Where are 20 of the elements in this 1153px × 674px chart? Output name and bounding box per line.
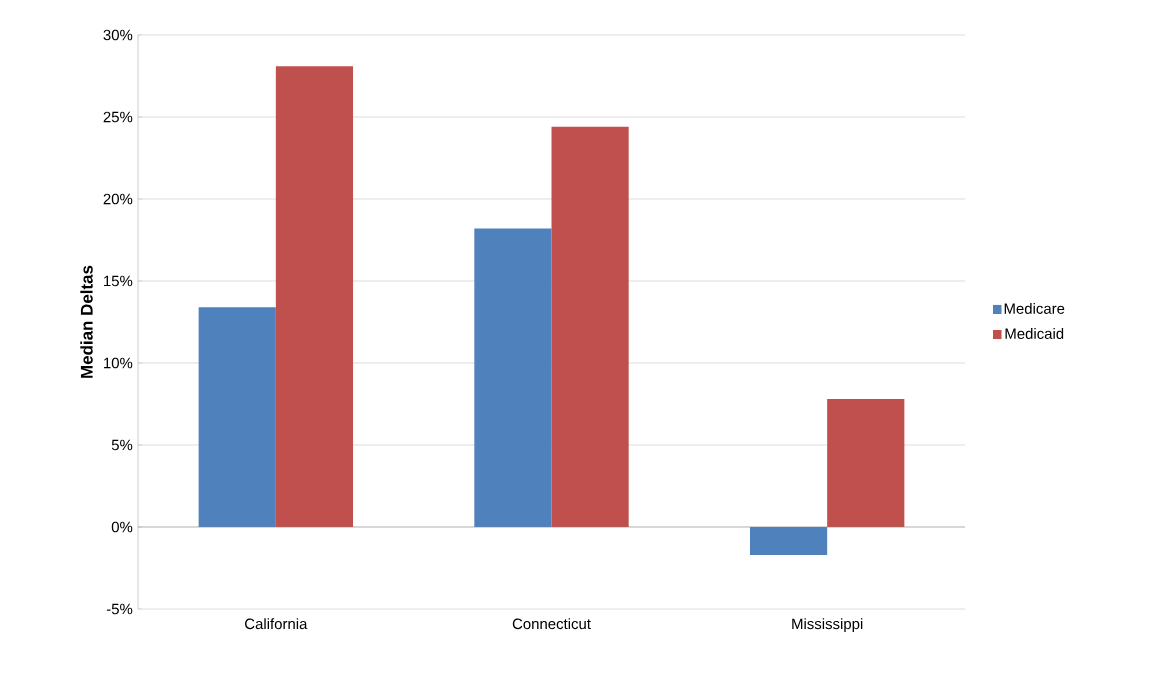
x-tick-label: California [245,618,308,630]
bar [275,66,354,527]
y-tick-label: -5% [106,603,133,615]
y-tick-label: 30% [103,29,133,41]
bar [474,228,552,527]
x-tick-label: Mississippi [792,618,863,633]
y-tick-label: 20% [103,193,133,205]
bar [749,527,828,555]
y-tick-label: 15% [104,275,133,287]
legend-label: Medicare [1004,302,1065,314]
y-tick-label: 0% [111,521,133,533]
y-tick-label: 10% [104,357,133,369]
x-tick-label: Connecticut [512,618,591,630]
y-tick-label: 5% [111,439,133,451]
bar [827,399,905,527]
legend-label: Medicaid [1005,327,1064,339]
bar [551,126,629,527]
y-axis-title: Median Deltas [80,265,93,378]
y-tick-label: 25% [103,111,133,123]
bar [198,307,276,527]
